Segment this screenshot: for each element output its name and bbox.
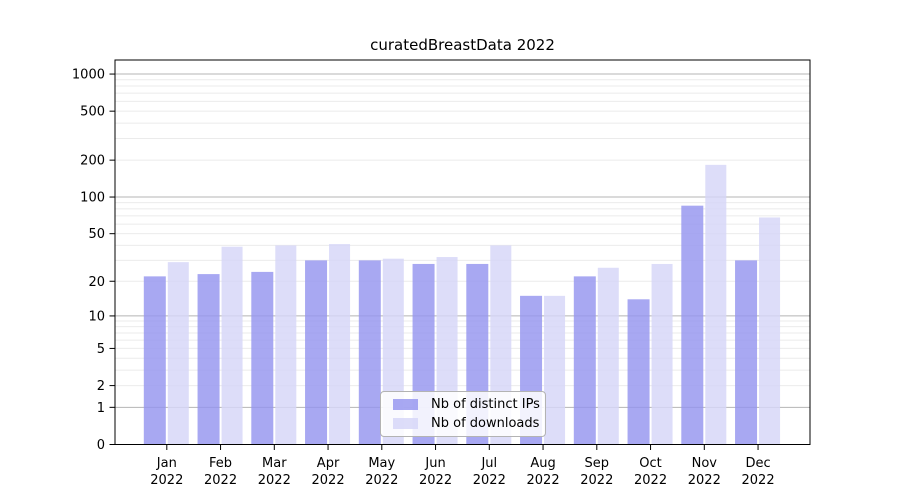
bar-downloads-aug <box>544 295 566 445</box>
y-tick-label: 5 <box>97 342 105 357</box>
y-tick-label: 2 <box>97 379 105 394</box>
bar-distinct-ips-dec <box>735 260 758 445</box>
x-tick-label-year: 2022 <box>204 473 237 488</box>
legend-label-distinct-ips: Nb of distinct IPs <box>431 397 540 412</box>
bar-downloads-mar <box>275 245 297 445</box>
x-tick-label-year: 2022 <box>419 473 452 488</box>
y-tick-label: 500 <box>80 105 105 120</box>
x-tick-label-year: 2022 <box>580 473 613 488</box>
bar-distinct-ips-apr <box>305 260 328 445</box>
legend-swatch-distinct-ips <box>393 399 418 410</box>
x-tick-label-year: 2022 <box>473 473 506 488</box>
bar-distinct-ips-may <box>358 260 381 445</box>
x-tick-label-month: Feb <box>209 456 232 471</box>
x-tick-label-year: 2022 <box>634 473 667 488</box>
legend-item-distinct-ips: Nb of distinct IPs <box>393 397 545 412</box>
x-tick-label-year: 2022 <box>312 473 345 488</box>
legend-item-downloads: Nb of downloads <box>393 416 545 431</box>
plot-border <box>114 59 811 445</box>
bar-distinct-ips-nov <box>681 205 704 445</box>
y-tick-label: 50 <box>88 227 105 242</box>
bar-downloads-oct <box>651 263 673 445</box>
x-tick-label-year: 2022 <box>742 473 775 488</box>
x-tick-label-month: Jul <box>480 456 497 471</box>
y-tick-label: 0 <box>97 438 105 453</box>
bar-downloads-feb <box>221 246 243 445</box>
x-tick-label-month: May <box>368 456 395 471</box>
legend: Nb of distinct IPs Nb of downloads <box>380 391 546 437</box>
chart-title: curatedBreastData 2022 <box>370 36 555 54</box>
x-tick-label-month: Apr <box>317 456 340 471</box>
y-tick-label: 10 <box>88 309 105 324</box>
legend-swatch-downloads <box>393 418 418 429</box>
y-tick-label: 200 <box>80 154 105 169</box>
x-tick-label-year: 2022 <box>688 473 721 488</box>
x-tick-label-month: Mar <box>262 456 287 471</box>
bar-distinct-ips-mar <box>251 271 274 445</box>
y-tick-label: 1000 <box>72 68 105 83</box>
x-tick-label-month: Dec <box>745 456 770 471</box>
bar-downloads-apr <box>329 244 351 445</box>
x-tick-label-year: 2022 <box>258 473 291 488</box>
x-tick-label-year: 2022 <box>527 473 560 488</box>
x-tick-label-month: Sep <box>585 456 610 471</box>
bar-distinct-ips-jan <box>143 276 166 445</box>
x-tick-label-month: Oct <box>639 456 661 471</box>
y-tick-label: 20 <box>88 275 105 290</box>
x-tick-label-month: Jun <box>424 456 445 471</box>
x-tick-label-month: Nov <box>692 456 718 471</box>
bar-downloads-nov <box>705 164 727 445</box>
bar-distinct-ips-feb <box>197 274 220 445</box>
y-tick-label: 100 <box>80 191 105 206</box>
bar-distinct-ips-oct <box>627 299 650 445</box>
x-tick-label-month: Jan <box>156 456 177 471</box>
legend-label-downloads: Nb of downloads <box>431 416 540 431</box>
bar-downloads-jan <box>167 262 189 445</box>
bar-downloads-sep <box>597 267 619 445</box>
y-tick-label: 1 <box>97 401 105 416</box>
x-tick-label-year: 2022 <box>365 473 398 488</box>
x-tick-label-month: Aug <box>530 456 555 471</box>
bar-distinct-ips-sep <box>573 276 596 445</box>
x-tick-label-year: 2022 <box>150 473 183 488</box>
bar-downloads-dec <box>759 217 781 445</box>
